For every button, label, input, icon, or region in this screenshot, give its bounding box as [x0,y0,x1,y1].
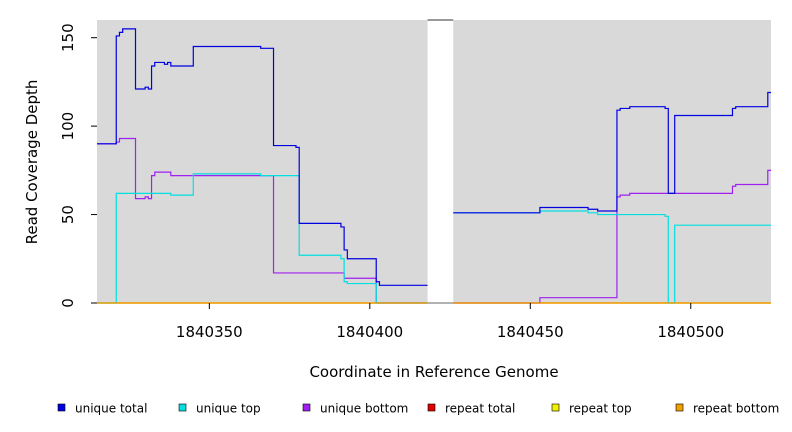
y-tick-label-50: 50 [59,205,77,224]
legend-swatch-unique-top [178,403,187,412]
y-axis-title: Read Coverage Depth [23,80,41,245]
legend-label-repeat-top: repeat top [569,402,632,416]
series-unique-bottom-segment-1 [453,169,771,304]
x-tick-label-1840450: 1840450 [497,323,564,341]
y-tick-label-100: 100 [59,112,77,141]
series-layer [97,28,771,304]
legend-label-unique-top: unique top [196,402,261,416]
series-unique-total-segment-0 [97,28,428,286]
legend-label-repeat-total: repeat total [445,402,515,416]
legend-swatch-unique-bottom [302,403,311,412]
x-axis-title: Coordinate in Reference Genome [309,363,558,381]
legend-swatch-repeat-total [427,403,436,412]
x-tick-label-1840350: 1840350 [176,323,243,341]
legend-swatch-repeat-top [551,403,560,412]
plot-panel-right [453,20,771,303]
plot-background [97,19,771,304]
plot-panel-left [97,20,428,303]
series-unique-total-segment-1 [453,91,771,214]
axes-layer: 1840350 1840400 1840450 1840500 0 50 100 150 [59,23,724,341]
y-tick-label-150: 150 [59,23,77,52]
legend: unique total unique top unique bottom repea… [57,402,779,416]
x-tick-label-1840400: 1840400 [336,323,403,341]
legend-label-unique-total: unique total [75,402,147,416]
x-tick-label-1840500: 1840500 [657,323,724,341]
legend-label-repeat-bottom: repeat bottom [693,402,779,416]
legend-swatch-repeat-bottom [675,403,684,412]
legend-label-unique-bottom: unique bottom [320,402,408,416]
y-tick-label-0: 0 [59,298,77,308]
legend-swatch-unique-total [57,403,66,412]
